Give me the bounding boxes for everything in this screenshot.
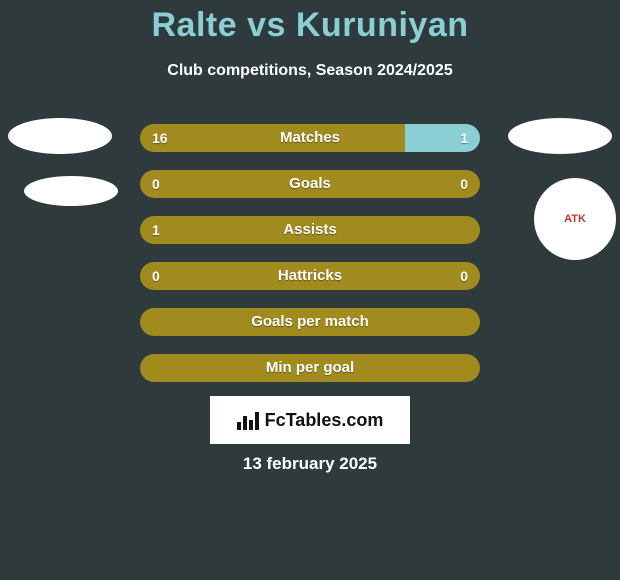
stat-bar-row: Goals0 0	[140, 170, 480, 198]
stat-bar-right-value: 1	[460, 124, 468, 152]
stat-bar-right-value: 0	[460, 262, 468, 290]
stat-bar-row: Min per goal	[140, 354, 480, 382]
date-text: 13 february 2025	[0, 454, 620, 474]
title-vs: vs	[247, 6, 286, 44]
player-a-name: Ralte	[152, 6, 238, 44]
player-b-avatar	[508, 118, 612, 154]
stat-bar-label: Min per goal	[140, 354, 480, 382]
brand-badge: FcTables.com	[210, 396, 410, 444]
player-a-avatar	[8, 118, 112, 154]
stat-bar-label: Hattricks	[140, 262, 480, 290]
page-title: Ralte vs Kuruniyan	[0, 6, 620, 45]
stat-bar-label: Assists	[140, 216, 480, 244]
club-logo-text: ATK	[564, 214, 586, 225]
brand-text: FcTables.com	[265, 410, 384, 431]
stat-bar-label: Goals	[140, 170, 480, 198]
brand-icon	[237, 410, 259, 430]
subtitle: Club competitions, Season 2024/2025	[0, 62, 620, 80]
stat-bars: Matches161Goals00Assists1Hattricks00Goal…	[140, 124, 480, 400]
stat-bar-left-value: 1	[152, 216, 160, 244]
stat-bar-row: Assists1	[140, 216, 480, 244]
player-a-club-avatar	[24, 176, 118, 206]
stat-bar-left-value: 0	[152, 170, 160, 198]
stat-bar-row: Goals per match	[140, 308, 480, 336]
stat-bar-label: Matches	[140, 124, 480, 152]
stat-bar-left-value: 0	[152, 262, 160, 290]
stat-bar-row: Hattricks0 0	[140, 262, 480, 290]
comparison-card: Ralte vs Kuruniyan Club competitions, Se…	[0, 0, 620, 580]
stat-bar-row: Matches16 1	[140, 124, 480, 152]
player-b-name: Kuruniyan	[296, 6, 469, 44]
stat-bar-label: Goals per match	[140, 308, 480, 336]
stat-bar-right-value: 0	[460, 170, 468, 198]
stat-bar-left-value: 16	[152, 124, 168, 152]
player-b-club-avatar: ATK	[534, 178, 616, 260]
